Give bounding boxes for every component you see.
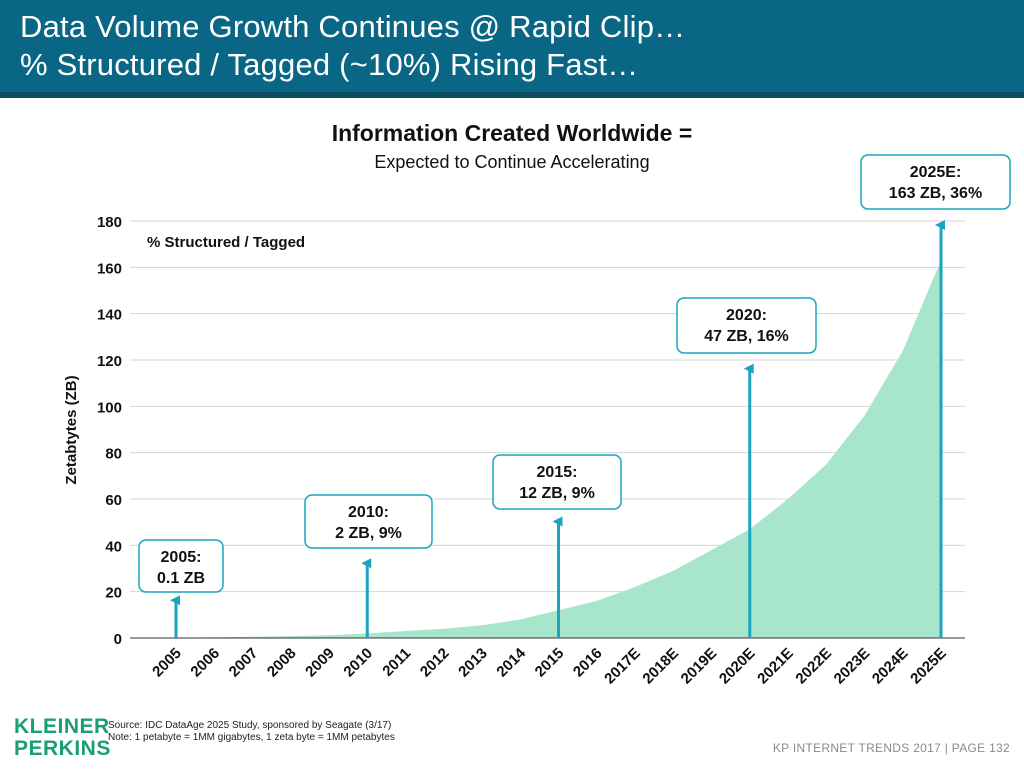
x-tick-label: 2010 — [340, 645, 376, 681]
x-tick-label: 2011 — [379, 645, 414, 680]
x-tick-label: 2013 — [455, 645, 491, 681]
x-tick-label: 2022E — [792, 645, 835, 688]
x-tick-label: 2020E — [716, 645, 759, 688]
page-footer: KP INTERNET TRENDS 2017 | PAGE 132 — [772, 741, 1010, 755]
slide-title-line-2: % Structured / Tagged (~10%) Rising Fast… — [20, 47, 639, 82]
y-axis-title: Zetabtytes (ZB) — [63, 375, 80, 484]
annotation-year: 2020: — [726, 307, 767, 324]
structured-tagged-label: % Structured / Tagged — [147, 234, 305, 251]
annotation-box — [304, 494, 433, 549]
chart-subtitle: Expected to Continue Accelerating — [374, 152, 650, 172]
y-tick-label: 120 — [97, 353, 122, 370]
annotation-year: 2010: — [348, 504, 389, 521]
y-tick-label: 80 — [105, 446, 122, 463]
x-tick-label: 2019E — [678, 645, 721, 688]
annotation-value: 0.1 ZB — [157, 570, 205, 587]
x-tick-label: 2009 — [302, 645, 338, 681]
chart-title: Information Created Worldwide = — [331, 120, 693, 146]
x-tick-label: 2014 — [493, 644, 529, 680]
y-tick-label: 0 — [114, 631, 122, 648]
annotation-box — [676, 297, 817, 354]
y-tick-label: 100 — [97, 399, 122, 416]
x-tick-label: 2015 — [532, 645, 568, 681]
slide-header: Data Volume Growth Continues @ Rapid Cli… — [0, 0, 1024, 98]
annotation-box — [138, 539, 224, 593]
annotation-value: 12 ZB, 9% — [519, 485, 595, 502]
note-line: Note: 1 petabyte = 1MM gigabytes, 1 zeta… — [108, 732, 395, 743]
logo-line-2: PERKINS — [14, 737, 111, 760]
x-tick-label: 2023E — [831, 645, 874, 688]
x-tick-label: 2024E — [869, 645, 912, 688]
annotation-box — [860, 154, 1011, 210]
source-line: Source: IDC DataAge 2025 Study, sponsore… — [108, 720, 392, 731]
x-tick-label: 2021E — [754, 645, 797, 688]
x-tick-label: 2006 — [187, 645, 223, 681]
annotation-year: 2005: — [161, 549, 202, 566]
x-tick-label: 2005 — [149, 645, 185, 681]
y-tick-label: 160 — [97, 260, 122, 277]
source-note: Source: IDC DataAge 2025 Study, sponsore… — [108, 720, 395, 744]
annotation-year: 2015: — [537, 464, 578, 481]
x-tick-label: 2025E — [907, 645, 950, 688]
y-tick-label: 20 — [105, 585, 122, 602]
x-tick-label: 2018E — [639, 645, 682, 688]
y-tick-label: 40 — [105, 538, 122, 555]
kleiner-perkins-logo: KLEINER PERKINS — [14, 716, 111, 760]
annotation-value: 163 ZB, 36% — [889, 185, 982, 202]
annotation-year: 2025E: — [910, 164, 962, 181]
x-tick-label: 2017E — [601, 645, 644, 688]
x-tick-label: 2012 — [417, 645, 453, 681]
annotation-value: 47 ZB, 16% — [704, 328, 788, 345]
logo-line-1: KLEINER — [14, 715, 110, 738]
slide-title-line-1: Data Volume Growth Continues @ Rapid Cli… — [20, 9, 686, 44]
x-tick-label: 2008 — [264, 645, 300, 681]
y-tick-label: 60 — [105, 492, 122, 509]
x-tick-label: 2007 — [226, 645, 262, 681]
annotation-box — [492, 454, 622, 510]
y-tick-label: 180 — [97, 214, 122, 231]
annotation-value: 2 ZB, 9% — [335, 525, 402, 542]
y-tick-label: 140 — [97, 307, 122, 324]
